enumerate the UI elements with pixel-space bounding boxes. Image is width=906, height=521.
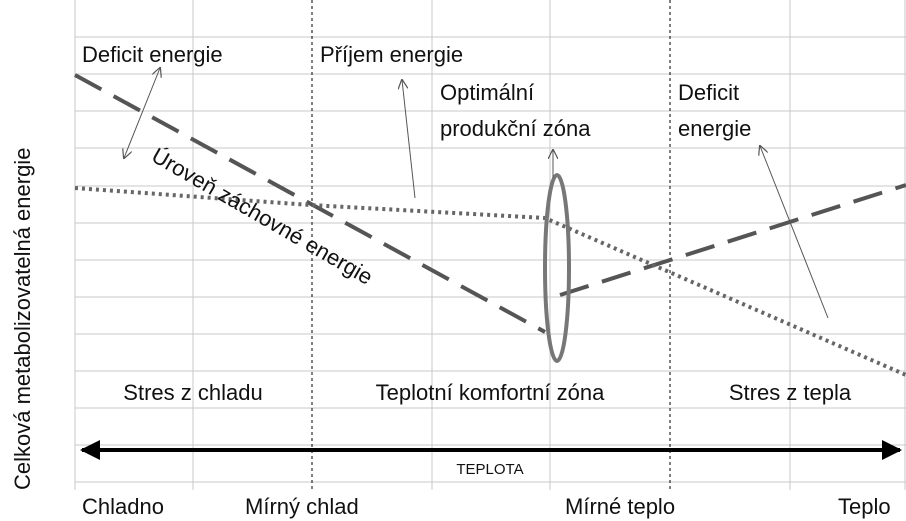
annotation: Příjem energie <box>320 42 463 67</box>
maintenance-line <box>74 73 546 334</box>
temperature-label: Chladno <box>82 494 164 519</box>
annotation: produkční zóna <box>440 116 591 141</box>
temperature-label: Teplo <box>838 494 891 519</box>
annotation: Deficit energie <box>82 42 223 67</box>
annotation: Úroveň záchovné energie <box>148 143 378 290</box>
grid <box>74 0 906 490</box>
arrow <box>124 68 160 158</box>
temperature-label: Mírný chlad <box>245 494 359 519</box>
zone-label: Teplotní komfortní zóna <box>376 380 605 405</box>
annotation: Optimální <box>440 80 534 105</box>
arrow <box>402 80 416 199</box>
annotation: energie <box>678 116 751 141</box>
maintenance-line <box>559 183 906 297</box>
arrow <box>760 146 829 319</box>
zone-label: Stres z chladu <box>123 380 262 405</box>
y-axis-label: Celková metabolizovatelná energie <box>10 148 35 490</box>
axis-label: TEPLOTA <box>456 461 523 478</box>
temperature-label: Mírné teplo <box>565 494 675 519</box>
zone-label: Stres z tepla <box>729 380 852 405</box>
optimal-zone <box>543 173 571 363</box>
intake-line <box>74 186 906 377</box>
annotation: Deficit <box>678 80 739 105</box>
